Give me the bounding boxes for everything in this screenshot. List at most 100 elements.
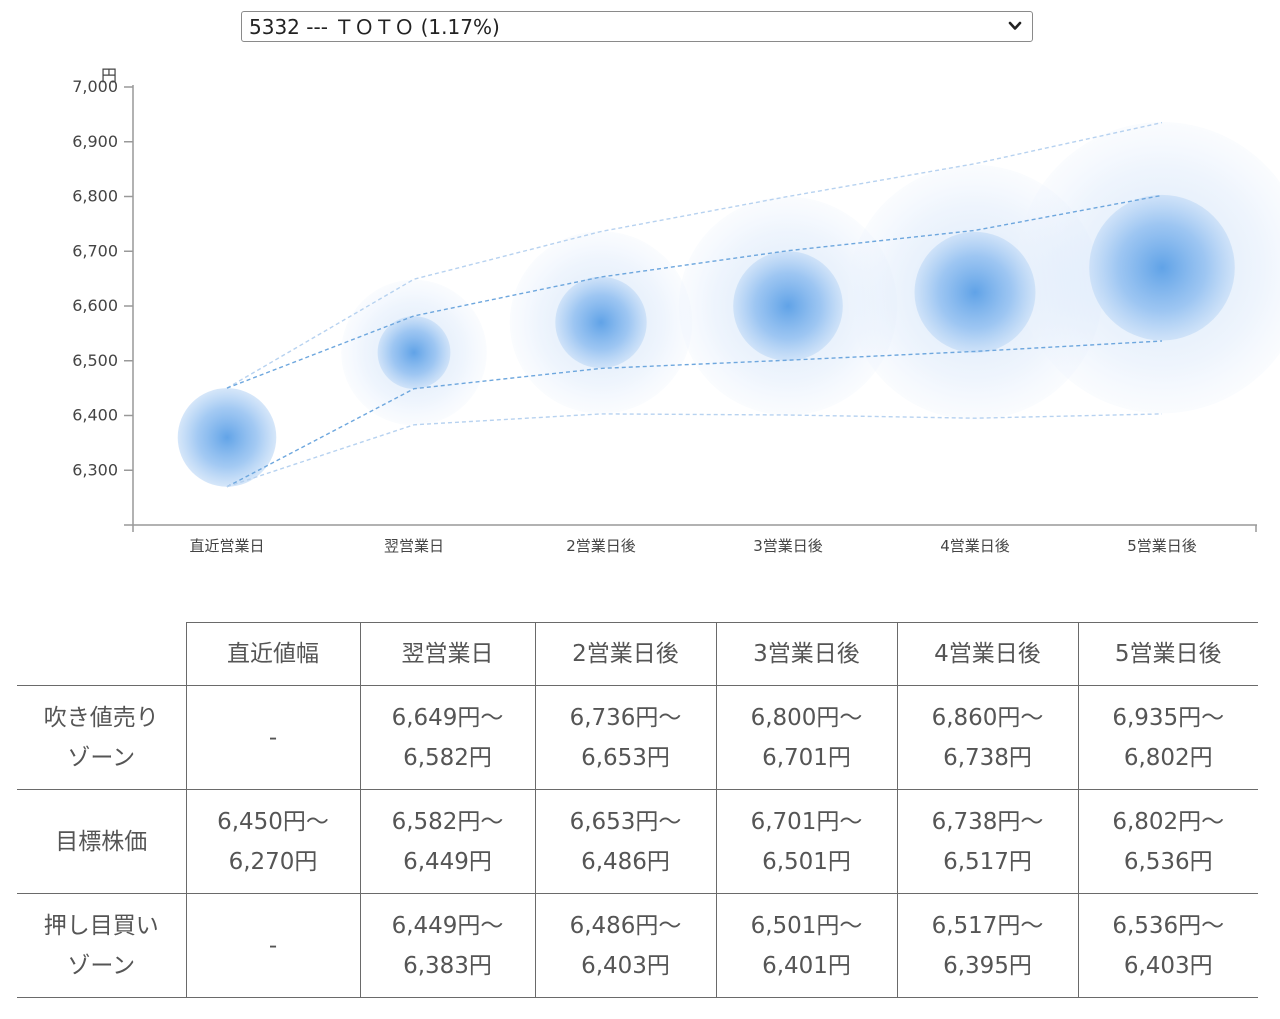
cell-value-lower: 6,653円	[581, 744, 670, 771]
cell-value-upper: 6,653円～	[569, 808, 682, 835]
cell-value-upper: 6,860円～	[931, 704, 1044, 731]
table-row-target-price: 目標株価 6,450円～ 6,270円 6,582円～ 6,449円 6,653…	[17, 789, 1258, 894]
column-header: 3営業日後	[715, 622, 898, 686]
table-cell: 6,582円～ 6,449円	[359, 789, 536, 894]
cell-value: -	[268, 724, 278, 751]
cell-value-upper: 6,649円～	[391, 704, 504, 731]
cell-value-upper: 6,800円～	[750, 704, 863, 731]
cell-value-upper: 6,802円～	[1112, 808, 1225, 835]
cell-value-lower: 6,403円	[1123, 952, 1213, 979]
y-tick-label: 6,300	[72, 460, 118, 479]
cell-value-lower: 6,449円	[403, 848, 492, 875]
chevron-down-icon	[1008, 21, 1022, 30]
table-cell: 6,653円～ 6,486円	[534, 789, 717, 894]
cell-value-upper: 6,582円～	[391, 808, 504, 835]
target-price-bubble	[177, 388, 277, 487]
table-cell: 6,935円～ 6,802円	[1077, 685, 1258, 790]
y-tick-label: 6,400	[72, 406, 118, 425]
stock-select[interactable]: 5332 --- ＴＯＴＯ (1.17%)	[241, 11, 1033, 42]
x-tick-label: 翌営業日	[384, 537, 444, 555]
table-row-buy-zone: 押し目買い ゾーン - 6,449円～ 6,383円 6,486円～ 6,403…	[17, 893, 1258, 998]
target-price-bubble	[914, 231, 1036, 353]
table-cell: 6,501円～ 6,401円	[715, 893, 898, 998]
table-cell: 6,536円～ 6,403円	[1077, 893, 1258, 998]
buy-zone-lower-line	[226, 413, 1163, 488]
cell-value-upper: 6,701円～	[750, 808, 863, 835]
table-cell: -	[185, 685, 361, 790]
cell-value-lower: 6,582円	[403, 744, 492, 771]
y-tick-label: 6,700	[72, 241, 118, 260]
cell-value-lower: 6,501円	[762, 848, 851, 875]
column-header: 直近値幅	[185, 622, 361, 686]
y-tick-label: 6,800	[72, 187, 118, 206]
column-header: 2営業日後	[534, 622, 717, 686]
target-price-bubble	[377, 316, 451, 389]
cell-value-lower: 6,802円	[1123, 744, 1213, 771]
row-label-buy-zone: 押し目買い ゾーン	[17, 893, 187, 998]
cell-value-upper: 6,738円～	[931, 808, 1044, 835]
table-header-row: 直近値幅 翌営業日 2営業日後 3営業日後 4営業日後 5営業日後	[17, 622, 1258, 686]
cell-value-upper: 6,450円～	[217, 808, 329, 835]
row-label-line: ゾーン	[67, 744, 136, 771]
cell-value-lower: 6,395円	[943, 952, 1032, 979]
y-tick-label: 6,900	[72, 132, 118, 151]
forecast-table: 直近値幅 翌営業日 2営業日後 3営業日後 4営業日後 5営業日後 吹き値売り …	[17, 622, 1258, 998]
table-cell: 6,860円～ 6,738円	[896, 685, 1079, 790]
table-cell: 6,701円～ 6,501円	[715, 789, 898, 894]
y-axis-unit-label: 円	[101, 66, 117, 85]
table-cell: 6,802円～ 6,536円	[1077, 789, 1258, 894]
cell-value-upper: 6,736円～	[569, 704, 682, 731]
row-label-line: 目標株価	[55, 828, 148, 855]
table-cell: 6,649円～ 6,582円	[359, 685, 536, 790]
cell-value-upper: 6,536円～	[1112, 912, 1225, 939]
table-cell: -	[185, 893, 361, 998]
table-cell: 6,738円～ 6,517円	[896, 789, 1079, 894]
table-cell: 6,450円～ 6,270円	[185, 789, 361, 894]
stock-select-value: 5332 --- ＴＯＴＯ (1.17%)	[249, 15, 500, 39]
table-cell: 6,736円～ 6,653円	[534, 685, 717, 790]
x-tick-label: 2営業日後	[566, 537, 636, 555]
table-cell: 6,486円～ 6,403円	[534, 893, 717, 998]
cell-value-lower: 6,536円	[1123, 848, 1213, 875]
x-tick-label: 5営業日後	[1127, 537, 1197, 555]
x-tick-label: 4営業日後	[940, 537, 1010, 555]
cell-value-lower: 6,701円	[762, 744, 851, 771]
price-forecast-chart: 円 6,300 6,400 6,500 6,600 6,700 6,800 6,900 7,0…	[72, 66, 1280, 555]
target-price-bubble	[555, 276, 647, 369]
cell-value-lower: 6,486円	[581, 848, 670, 875]
cell-value-lower: 6,517円	[943, 848, 1032, 875]
cell-value-lower: 6,270円	[228, 848, 318, 875]
cell-value-lower: 6,738円	[943, 744, 1032, 771]
table-corner-cell	[17, 622, 187, 686]
row-label-sell-zone: 吹き値売り ゾーン	[17, 685, 187, 790]
cell-value-upper: 6,486円～	[569, 912, 682, 939]
row-label-target-price: 目標株価	[17, 789, 187, 894]
column-header: 翌営業日	[359, 622, 536, 686]
target-upper-line	[226, 194, 1163, 389]
table-cell: 6,449円～ 6,383円	[359, 893, 536, 998]
row-label-line: 押し目買い	[43, 912, 159, 939]
cell-value-lower: 6,401円	[762, 952, 851, 979]
x-tick-label: 直近営業日	[189, 537, 264, 555]
y-tick-label: 6,600	[72, 296, 118, 315]
table-cell: 6,800円～ 6,701円	[715, 685, 898, 790]
row-label-line: ゾーン	[67, 952, 136, 979]
sell-zone-upper-line	[226, 121, 1163, 389]
target-price-bubble	[733, 251, 843, 361]
y-tick-label: 7,000	[72, 77, 118, 96]
y-tick-label: 6,500	[72, 351, 118, 370]
column-header: 4営業日後	[896, 622, 1079, 686]
cell-value-lower: 6,403円	[581, 952, 670, 979]
column-header: 5営業日後	[1077, 622, 1258, 686]
cell-value-upper: 6,449円～	[391, 912, 504, 939]
table-row-sell-zone: 吹き値売り ゾーン - 6,649円～ 6,582円 6,736円～ 6,653…	[17, 685, 1258, 790]
cell-value: -	[268, 932, 278, 959]
target-price-bubble	[1089, 194, 1235, 341]
cell-value-upper: 6,935円～	[1112, 704, 1225, 731]
cell-value-upper: 6,517円～	[931, 912, 1044, 939]
target-lower-line	[226, 340, 1163, 488]
table-cell: 6,517円～ 6,395円	[896, 893, 1079, 998]
row-label-line: 吹き値売り	[43, 704, 159, 731]
cell-value-lower: 6,383円	[403, 952, 492, 979]
x-tick-label: 3営業日後	[753, 537, 823, 555]
